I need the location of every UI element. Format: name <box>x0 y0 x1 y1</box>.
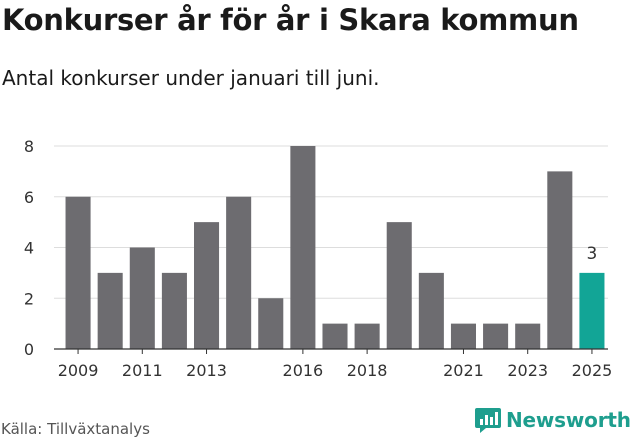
x-tick-label: 2025 <box>572 361 613 380</box>
brand-logo: Newsworthy <box>474 406 631 434</box>
x-tick-label: 2011 <box>122 361 163 380</box>
x-tick-label: 2009 <box>58 361 99 380</box>
x-tick-label: 2016 <box>283 361 324 380</box>
y-tick-label: 6 <box>24 188 34 207</box>
bar <box>386 222 412 349</box>
bar <box>97 272 123 349</box>
bar <box>515 323 541 349</box>
bar <box>579 272 605 349</box>
bar <box>65 196 91 349</box>
x-tick-label: 2023 <box>507 361 548 380</box>
bar-chart-icon <box>475 408 501 433</box>
source-note: Källa: Tillväxtanalys <box>1 420 150 438</box>
x-tick-label: 2013 <box>186 361 227 380</box>
bar-chart: 0 2 4 6 8 2009 2011 2013 2016 2018 2021 2023 2025 3 <box>24 137 613 380</box>
y-tick-label: 0 <box>24 340 34 359</box>
chart-subtitle: Antal konkurser under januari till juni. <box>2 66 380 90</box>
bar <box>547 171 573 349</box>
bar <box>258 298 284 349</box>
bar <box>194 222 220 349</box>
y-tick-label: 4 <box>24 239 34 258</box>
bar <box>290 146 316 349</box>
chart-title: Konkurser år för år i Skara kommun <box>2 3 579 37</box>
bar <box>450 323 476 349</box>
data-label: 3 <box>587 244 598 264</box>
x-tick-label: 2021 <box>443 361 484 380</box>
bar <box>129 247 155 349</box>
bar <box>418 272 444 349</box>
x-tick-label: 2018 <box>347 361 388 380</box>
bar <box>483 323 509 349</box>
brand-name: Newsworthy <box>506 408 631 432</box>
bar <box>161 272 187 349</box>
bar <box>226 196 252 349</box>
bar <box>322 323 348 349</box>
y-tick-label: 2 <box>24 289 34 308</box>
y-tick-label: 8 <box>24 137 34 156</box>
bar <box>354 323 380 349</box>
